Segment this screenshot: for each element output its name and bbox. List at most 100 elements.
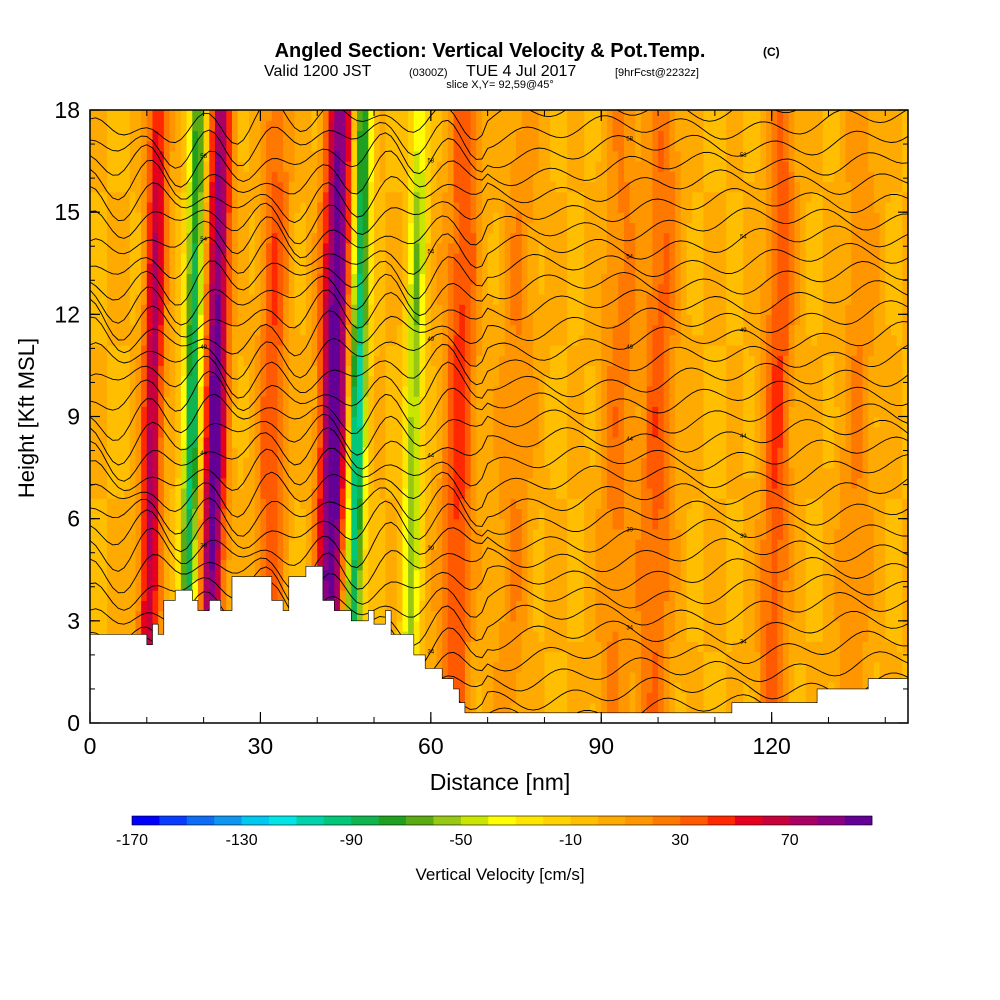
velocity-cell xyxy=(328,130,335,142)
velocity-cell xyxy=(521,355,528,367)
velocity-cell xyxy=(243,508,250,520)
velocity-cell xyxy=(493,181,500,193)
velocity-cell xyxy=(237,212,244,223)
velocity-cell xyxy=(163,579,171,591)
velocity-cell xyxy=(510,140,517,152)
velocity-cell xyxy=(277,181,284,193)
velocity-cell xyxy=(197,181,205,193)
velocity-cell xyxy=(243,130,250,142)
velocity-cell xyxy=(328,161,335,172)
velocity-cell xyxy=(425,191,432,203)
velocity-cell xyxy=(425,283,432,295)
velocity-cell xyxy=(266,334,273,346)
velocity-cell xyxy=(249,375,256,387)
velocity-cell xyxy=(510,304,517,315)
velocity-cell xyxy=(379,130,386,142)
velocity-cell xyxy=(499,385,506,397)
velocity-cell xyxy=(339,253,347,264)
velocity-cell xyxy=(504,375,511,387)
velocity-cell xyxy=(300,539,307,550)
velocity-cell xyxy=(124,518,131,530)
velocity-cell xyxy=(163,181,171,193)
velocity-cell xyxy=(152,130,159,142)
velocity-cell xyxy=(220,467,227,479)
velocity-cell xyxy=(538,263,546,275)
velocity-cell xyxy=(226,467,233,479)
velocity-cell xyxy=(504,242,511,254)
velocity-cell xyxy=(197,590,205,601)
velocity-cell xyxy=(493,253,500,264)
velocity-cell xyxy=(209,579,216,591)
velocity-cell xyxy=(510,447,517,458)
velocity-cell xyxy=(141,314,148,326)
velocity-cell xyxy=(516,671,523,683)
velocity-cell xyxy=(146,498,154,510)
velocity-cell xyxy=(493,120,500,132)
velocity-cell xyxy=(192,171,199,183)
velocity-cell xyxy=(442,477,449,489)
velocity-cell xyxy=(152,222,159,234)
velocity-cell xyxy=(226,579,233,591)
velocity-cell xyxy=(362,120,369,132)
velocity-cell xyxy=(408,181,415,193)
velocity-cell xyxy=(158,161,165,172)
velocity-cell xyxy=(163,406,171,418)
velocity-cell xyxy=(385,569,392,581)
velocity-cell xyxy=(521,263,528,275)
velocity-cell xyxy=(254,293,262,305)
velocity-cell xyxy=(107,528,114,540)
velocity-cell xyxy=(521,324,528,336)
velocity-cell xyxy=(317,457,324,469)
velocity-cell xyxy=(391,344,398,356)
velocity-cell xyxy=(163,488,171,499)
velocity-cell xyxy=(260,355,267,367)
velocity-cell xyxy=(305,375,313,387)
velocity-cell xyxy=(356,488,364,499)
velocity-cell xyxy=(550,171,557,183)
velocity-cell xyxy=(544,436,551,448)
velocity-cell xyxy=(175,293,182,305)
velocity-cell xyxy=(538,201,546,213)
velocity-cell xyxy=(197,120,205,132)
velocity-cell xyxy=(368,314,375,326)
velocity-cell xyxy=(493,447,500,458)
velocity-cell xyxy=(322,590,330,601)
velocity-cell xyxy=(260,212,267,223)
velocity-cell xyxy=(476,222,483,234)
velocity-cell xyxy=(527,110,534,121)
velocity-cell xyxy=(436,334,443,346)
velocity-cell xyxy=(305,334,313,346)
velocity-cell xyxy=(550,661,557,673)
velocity-cell xyxy=(362,304,369,315)
velocity-cell xyxy=(379,447,386,458)
velocity-cell xyxy=(527,242,534,254)
velocity-cell xyxy=(516,253,523,264)
velocity-cell xyxy=(129,232,137,244)
velocity-cell xyxy=(266,406,273,418)
velocity-cell xyxy=(368,171,375,183)
velocity-cell xyxy=(504,304,511,315)
velocity-cell xyxy=(300,171,307,183)
velocity-cell xyxy=(226,508,233,520)
velocity-cell xyxy=(328,181,335,193)
velocity-cell xyxy=(413,416,421,428)
velocity-cell xyxy=(510,702,517,714)
velocity-cell xyxy=(499,171,506,183)
velocity-cell xyxy=(459,600,466,612)
velocity-cell xyxy=(516,293,523,305)
velocity-cell xyxy=(260,242,267,254)
velocity-cell xyxy=(481,641,489,653)
velocity-cell xyxy=(481,508,489,520)
velocity-cell xyxy=(283,120,290,132)
velocity-cell xyxy=(249,314,256,326)
velocity-cell xyxy=(368,242,375,254)
velocity-cell xyxy=(328,375,335,387)
velocity-cell xyxy=(339,488,347,499)
velocity-cell xyxy=(453,334,460,346)
velocity-cell xyxy=(180,365,188,377)
velocity-cell xyxy=(447,130,455,142)
velocity-cell xyxy=(550,651,557,663)
velocity-cell xyxy=(419,396,426,407)
velocity-cell xyxy=(163,110,171,121)
velocity-cell xyxy=(351,344,358,356)
